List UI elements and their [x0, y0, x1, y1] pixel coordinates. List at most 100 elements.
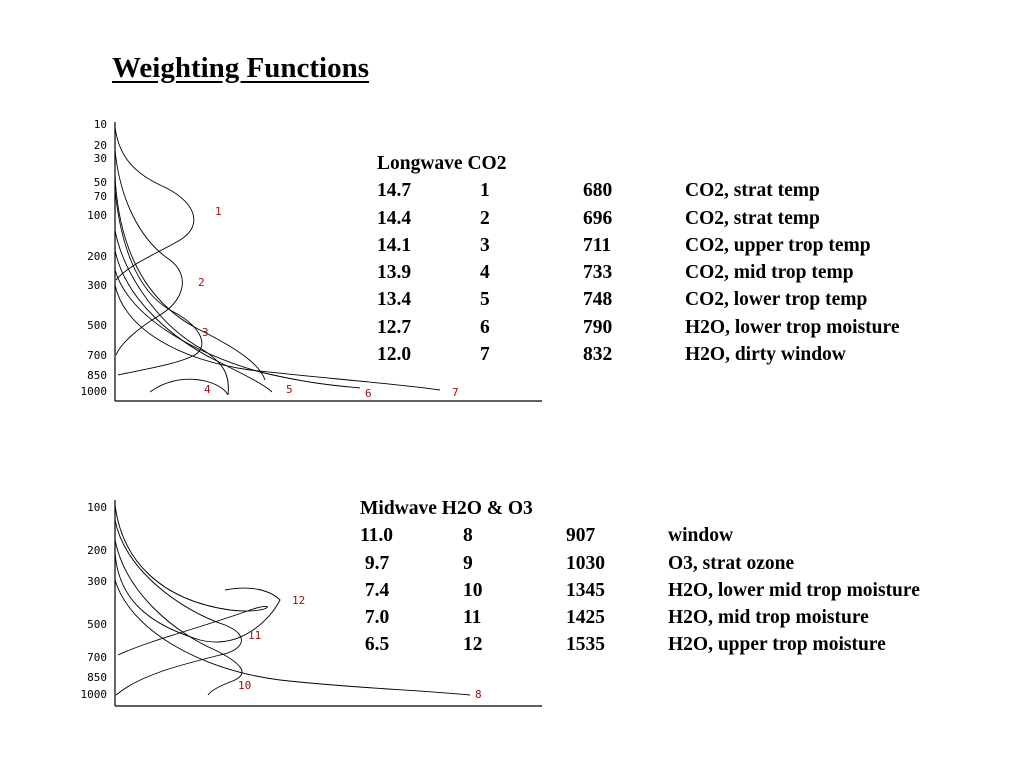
weighting-curve: [114, 284, 441, 391]
y-tick-label: 700: [87, 349, 107, 362]
wavenumber-cell: 1345: [566, 579, 605, 601]
wavelength-cell: 9.7: [360, 552, 390, 574]
weighting-curve: [114, 174, 266, 381]
y-tick-label: 100: [87, 501, 107, 514]
curve-label: 1: [215, 205, 222, 218]
table-row: 9.7 9 1030 O3, strat ozone: [360, 550, 794, 577]
y-tick-label: 70: [94, 190, 107, 203]
wavenumber-cell: 1425: [566, 607, 605, 629]
wavenumber-cell: 832: [583, 344, 613, 366]
description-cell: window: [668, 525, 734, 547]
y-tick-label: 10: [94, 118, 107, 131]
longwave-co2-table: Longwave CO2 14.7 1 680 CO2, strat temp 14.4…: [377, 150, 899, 368]
table-row: 13.4 5 748 CO2, lower trop temp: [377, 286, 867, 313]
wavelength-cell: 11.0: [360, 525, 394, 547]
table-row: 7.4 10 1345 H2O, lower mid trop moisture: [360, 577, 920, 604]
description-cell: CO2, strat temp: [685, 180, 820, 202]
description-cell: H2O, lower mid trop moisture: [668, 579, 920, 601]
wavenumber-cell: 711: [583, 234, 612, 256]
midwave-weighting-plot: 100 200 300 500 700 850 1000 8 10 11 12: [81, 500, 542, 707]
wavenumber-cell: 696: [583, 207, 613, 229]
weighting-curve: [114, 519, 242, 696]
y-tick-label: 700: [87, 651, 107, 664]
curve-label: 3: [202, 326, 209, 339]
description-cell: H2O, lower trop moisture: [685, 316, 900, 338]
description-cell: CO2, mid trop temp: [685, 262, 854, 284]
wavenumber-cell: 1535: [566, 634, 605, 656]
y-tick-label: 300: [87, 575, 107, 588]
weighting-curve: [114, 126, 195, 281]
wavenumber-cell: 680: [583, 180, 613, 202]
wavenumber-cell: 1030: [566, 552, 605, 574]
wavelength-cell: 13.9: [377, 262, 412, 284]
table-row: 13.9 4 733 CO2, mid trop temp: [377, 259, 854, 286]
wavelength-cell: 7.0: [360, 607, 390, 629]
band-cell: 12: [463, 634, 483, 656]
y-tick-label: 100: [87, 209, 107, 222]
page-title: Weighting Functions: [112, 52, 370, 84]
y-tick-label: 30: [94, 152, 107, 165]
table-heading: Longwave CO2: [377, 153, 507, 174]
table-row: 12.7 6 790 H2O, lower trop moisture: [377, 314, 899, 341]
band-cell: 1: [480, 180, 490, 202]
curve-label: 6: [365, 387, 372, 400]
weighting-curve: [114, 579, 471, 696]
curve-label: 4: [204, 383, 211, 396]
y-tick-label: 850: [87, 369, 107, 382]
wavelength-cell: 6.5: [360, 634, 390, 656]
table-row: 6.5 12 1535 H2O, upper trop moisture: [360, 631, 886, 658]
curve-label: 5: [286, 383, 293, 396]
band-cell: 7: [480, 344, 490, 366]
wavenumber-cell: 790: [583, 316, 613, 338]
description-cell: CO2, upper trop temp: [685, 234, 871, 256]
table-row: 12.0 7 832 H2O, dirty window: [377, 341, 846, 368]
table-heading: Midwave H2O & O3: [360, 498, 533, 519]
table-row: 14.7 1 680 CO2, strat temp: [377, 177, 820, 204]
weighting-curve: [114, 539, 243, 696]
wavelength-cell: 12.7: [377, 316, 412, 338]
wavelength-cell: 14.7: [377, 180, 412, 202]
band-cell: 11: [463, 607, 482, 629]
band-cell: 5: [480, 289, 490, 311]
description-cell: CO2, strat temp: [685, 207, 820, 229]
wavelength-cell: 14.4: [377, 207, 412, 229]
weighting-curve: [114, 269, 361, 389]
band-cell: 9: [463, 552, 473, 574]
weighting-curve: [114, 551, 281, 643]
y-tick-label: 200: [87, 250, 107, 263]
wavelength-cell: 13.4: [377, 289, 412, 311]
y-tick-label: 850: [87, 671, 107, 684]
curve-label: 10: [238, 679, 251, 692]
table-row: 11.0 8 907 window: [360, 522, 733, 549]
weighting-curve: [114, 249, 273, 393]
curve-label: 11: [248, 629, 261, 642]
wavenumber-cell: 748: [583, 289, 613, 311]
weighting-curve: [114, 149, 183, 356]
curve-label: 7: [452, 386, 459, 399]
description-cell: H2O, mid trop moisture: [668, 607, 869, 629]
y-tick-label: 50: [94, 176, 107, 189]
y-tick-label: 1000: [81, 385, 108, 398]
description-cell: CO2, lower trop temp: [685, 289, 868, 311]
wavenumber-cell: 907: [566, 525, 596, 547]
y-tick-label: 200: [87, 544, 107, 557]
y-tick-label: 300: [87, 279, 107, 292]
table-row: 14.4 2 696 CO2, strat temp: [377, 205, 820, 232]
weighting-curve: [114, 189, 203, 376]
band-cell: 4: [480, 262, 490, 284]
y-tick-label: 500: [87, 319, 107, 332]
y-tick-label: 500: [87, 618, 107, 631]
wavelength-cell: 7.4: [360, 579, 390, 601]
wavelength-cell: 12.0: [377, 344, 412, 366]
wavenumber-cell: 733: [583, 262, 613, 284]
band-cell: 3: [480, 234, 490, 256]
table-row: 14.1 3 711 CO2, upper trop temp: [377, 232, 871, 259]
curve-label: 12: [292, 594, 305, 607]
table-row: 7.0 11 1425 H2O, mid trop moisture: [360, 604, 869, 631]
y-tick-label: 20: [94, 139, 107, 152]
band-cell: 2: [480, 207, 490, 229]
description-cell: H2O, dirty window: [685, 344, 846, 366]
band-cell: 10: [463, 579, 483, 601]
y-tick-label: 1000: [81, 688, 108, 701]
